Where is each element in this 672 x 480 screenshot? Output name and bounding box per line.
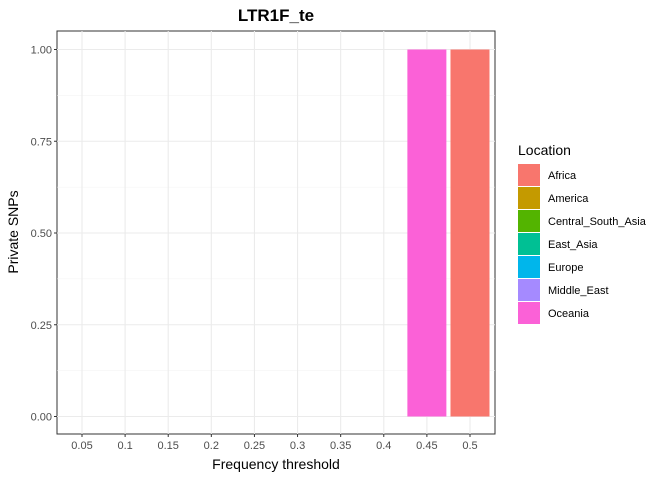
y-tick-label: 1.00: [31, 45, 52, 57]
x-tick-label: 0.2: [204, 440, 219, 452]
legend-label: Central_South_Asia: [548, 216, 647, 228]
x-tick-label: 0.15: [158, 440, 179, 452]
legend-label: Africa: [548, 170, 577, 182]
bar-oceania: [407, 49, 447, 417]
legend-key-africa: [518, 164, 540, 186]
legend-label: East_Asia: [548, 239, 598, 251]
y-tick-label: 0.00: [31, 412, 52, 424]
x-axis-title: Frequency threshold: [212, 456, 340, 472]
y-tick-label: 0.25: [31, 320, 52, 332]
legend-key-america: [518, 187, 540, 209]
x-tick-label: 0.45: [416, 440, 437, 452]
y-tick-label: 0.50: [31, 228, 52, 240]
legend-key-central_south_asia: [518, 210, 540, 232]
x-tick-label: 0.5: [462, 440, 477, 452]
legend-key-middle_east: [518, 279, 540, 301]
x-tick-label: 0.35: [330, 440, 351, 452]
x-tick-label: 0.3: [290, 440, 305, 452]
legend-title: Location: [518, 142, 571, 158]
legend: Location Africa America Central_South_Asia…: [518, 142, 647, 324]
y-axis-title: Private SNPs: [5, 190, 21, 273]
legend-key-oceania: [518, 302, 540, 324]
legend-label: Europe: [548, 262, 583, 274]
x-tick-label: 0.4: [376, 440, 391, 452]
x-tick-label: 0.1: [117, 440, 132, 452]
x-axis: 0.05 0.1 0.15 0.2 0.25 0.3 0.35 0.4 0.45 0.5: [71, 434, 478, 452]
y-tick-label: 0.75: [31, 136, 52, 148]
legend-key-east_asia: [518, 233, 540, 255]
bar-africa: [450, 49, 490, 417]
legend-label: America: [548, 193, 589, 205]
legend-label: Middle_East: [548, 285, 609, 297]
legend-label: Oceania: [548, 308, 590, 320]
legend-key-europe: [518, 256, 540, 278]
y-axis: 0.00 0.25 0.50 0.75 1.00: [31, 45, 57, 424]
x-tick-label: 0.25: [244, 440, 265, 452]
x-tick-label: 0.05: [71, 440, 92, 452]
chart-title: LTR1F_te: [238, 6, 314, 25]
bars: [407, 49, 490, 417]
